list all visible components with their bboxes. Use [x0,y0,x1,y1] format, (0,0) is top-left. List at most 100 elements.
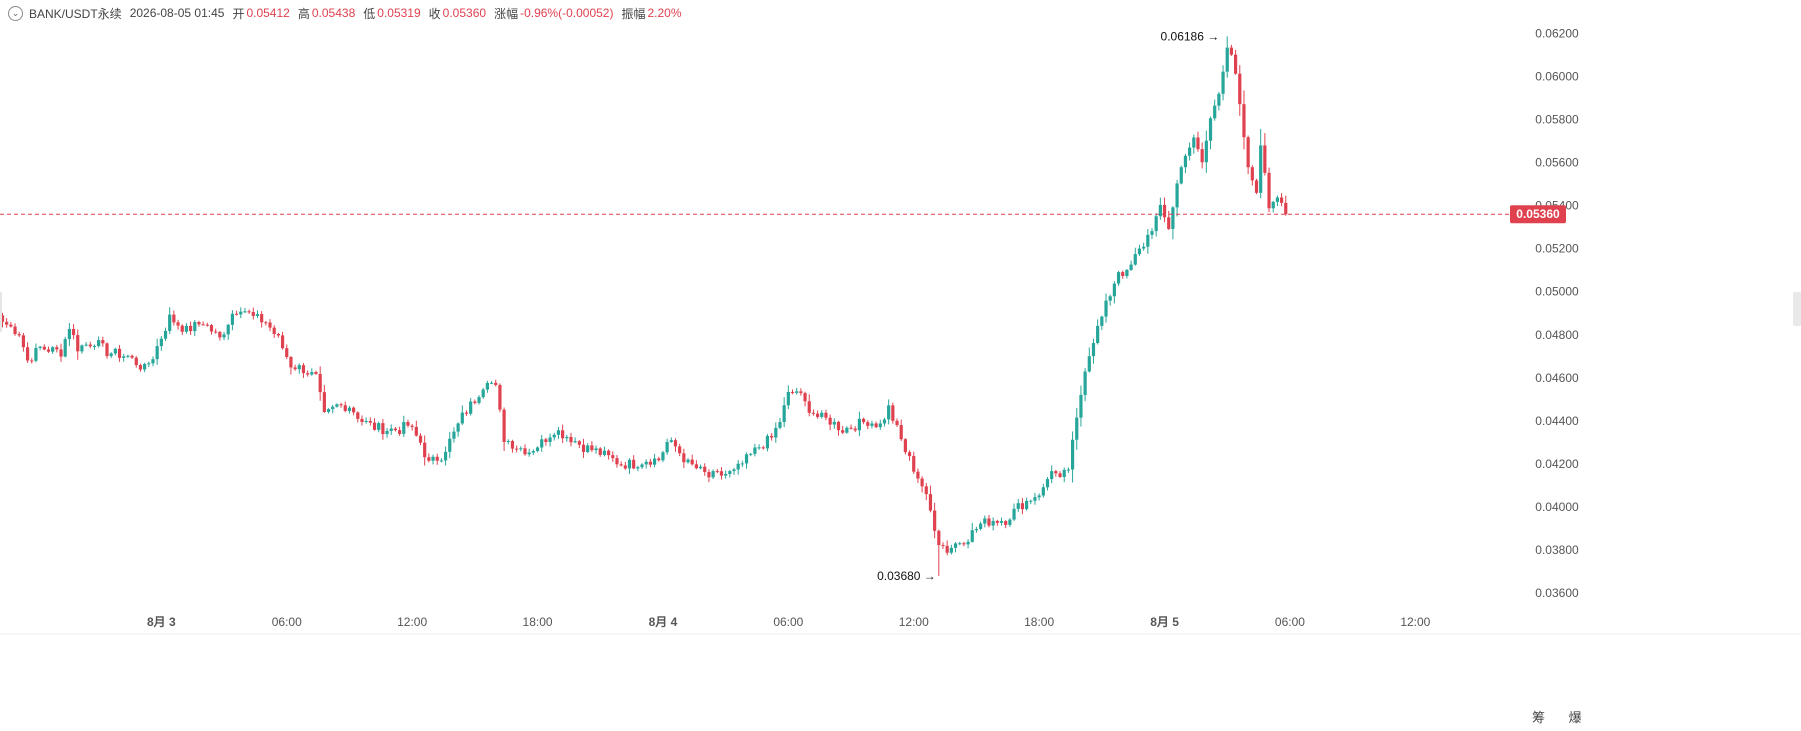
candle-body [197,322,201,325]
candle-body [1275,197,1279,202]
candle-body [958,543,962,545]
candle-body [1154,216,1158,232]
chip-distribution-icon[interactable]: 筹 [1532,710,1556,725]
high-label: 高 [297,6,310,21]
candle-body [561,430,565,439]
candle-body [1037,495,1041,498]
candle-body [389,428,393,431]
candle-body [1075,417,1079,440]
candle-body [113,348,117,354]
candle-body [456,423,460,432]
x-tick-label: 12:00 [1400,615,1430,629]
candle-body [402,422,406,434]
candle-body [268,322,272,328]
candle-body [218,331,222,338]
candle-body [1121,272,1125,276]
candle-datetime: 2026-08-05 01:45 [129,6,225,20]
candle-body [941,545,945,547]
candle-body [1217,93,1221,106]
candle-body [841,430,845,433]
y-tick-label: 0.03800 [1535,543,1579,557]
candle-body [669,440,673,442]
amplitude-value: 2.20% [647,6,682,20]
candle-body [577,441,581,445]
candle-body [251,311,255,316]
change-label: 涨幅 [494,6,519,21]
candle-body [439,460,443,462]
candle-body [565,436,569,439]
candle-body [895,420,899,426]
candle-body [1125,269,1129,276]
candle-body [1254,180,1259,193]
candle-body [1087,356,1091,372]
candle-body [448,438,452,452]
candle-body [368,421,372,423]
candle-body [1066,469,1070,471]
candle-body [1129,264,1133,270]
candle-body [581,444,586,452]
candle-body [406,422,410,426]
candle-body [489,382,494,384]
candle-body [983,518,987,524]
candle-body [861,418,866,423]
candle-body [531,451,535,453]
candle-body [138,365,143,370]
candle-body [460,412,464,424]
y-tick-label: 0.04400 [1535,414,1579,428]
candle-body [694,464,698,469]
candle-body [126,355,130,357]
candle-body [155,346,159,360]
candle-body [535,447,540,452]
candle-body [9,324,13,327]
candle-body [435,456,439,461]
candle-body [377,423,381,430]
candle-body [749,453,753,455]
candle-body [665,441,669,453]
y-tick-label: 0.04200 [1535,457,1579,471]
candle-body [707,472,711,478]
candle-body [757,447,761,449]
candle-body [469,401,473,414]
candle-body [17,334,21,336]
candle-body [724,473,728,476]
candle-body [970,530,974,542]
candle-body [1146,234,1150,247]
candle-body [1259,145,1263,193]
candle-body [67,328,71,340]
candle-body [811,412,816,414]
candle-body [452,431,456,439]
candle-body [63,339,67,357]
candle-body [999,521,1004,523]
candle-body [414,426,418,436]
left-scroll-handle[interactable] [0,292,2,332]
candle-body [272,327,276,334]
candle-body [820,412,824,417]
candle-body [1108,296,1112,301]
candle-body [485,382,489,390]
liquidation-icon[interactable]: 爆 [1568,710,1592,725]
candle-body [1234,54,1238,74]
x-tick-label: 06:00 [272,615,302,629]
candle-body [205,324,209,326]
candle-body [1213,105,1217,119]
candle-body [1016,503,1020,509]
candle-body [101,340,105,344]
candle-body [381,423,385,435]
x-tick-label: 18:00 [523,615,553,629]
candle-body [92,346,97,348]
candle-body [761,447,765,449]
symbol-label: BANK/USDT永续 [29,6,122,21]
chevron-down-icon[interactable]: ⌄ [8,5,23,21]
candle-body [289,356,293,368]
candle-body [314,372,318,374]
close-label: 收 [428,6,441,21]
price-axis-drag-handle[interactable] [1793,292,1801,326]
candle-body [322,392,326,412]
candle-body [255,314,260,316]
candle-body [602,450,607,455]
candle-body [117,348,122,358]
candle-body [226,324,230,335]
candle-body [594,448,598,451]
candle-body [1221,71,1225,94]
